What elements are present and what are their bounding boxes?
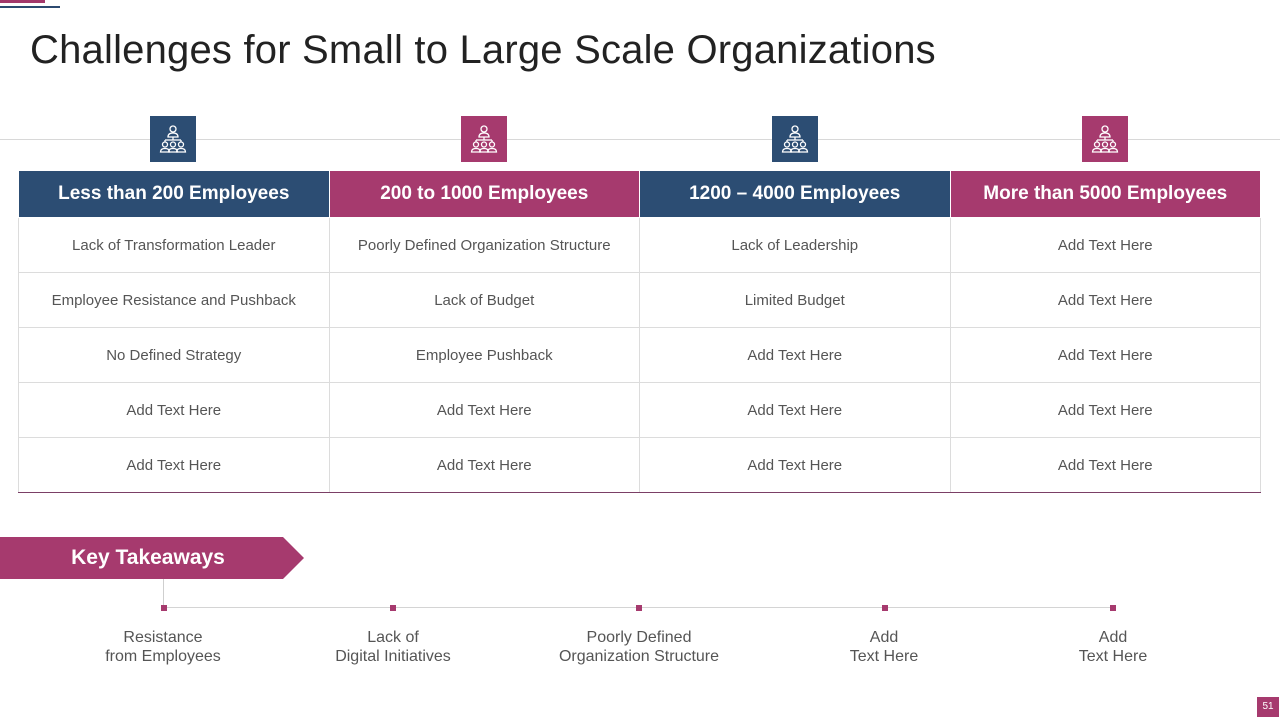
table-cell: No Defined Strategy [18,327,330,383]
banner-arrow-shape [0,537,304,579]
table-cell: Add Text Here [18,437,330,493]
timeline-dot [882,605,888,611]
table-cell: Add Text Here [949,327,1261,383]
takeaway-item: Resistance from Employees [63,628,263,666]
table-cell: Lack of Transformation Leader [18,217,330,273]
table-cell: Add Text Here [328,437,640,493]
takeaway-item: Lack of Digital Initiatives [293,628,493,666]
header-divider [0,139,1280,140]
timeline-dot [1110,605,1116,611]
column-header: 200 to 1000 Employees [328,170,640,218]
takeaway-line: Add [1098,629,1128,646]
table-cell: Add Text Here [949,437,1261,493]
timeline-connector [163,579,164,608]
table-cell: Lack of Leadership [639,217,951,273]
timeline-dot [161,605,167,611]
table-cell: Add Text Here [949,217,1261,273]
column-header: 1200 – 4000 Employees [639,170,951,218]
takeaway-line: Resistance [123,629,203,646]
takeaway-line: Lack of [367,629,419,646]
organization-people-icon [772,116,818,162]
timeline-dot [636,605,642,611]
takeaway-line: Add [869,629,899,646]
page-title: Challenges for Small to Large Scale Orga… [30,28,936,72]
table-cell: Employee Pushback [328,327,640,383]
takeaway-item: Add Text Here [1013,628,1213,666]
takeaway-line: from Employees [105,648,221,665]
organization-people-icon [1082,116,1128,162]
takeaway-line: Text Here [849,648,919,665]
timeline-dot [390,605,396,611]
table-cell: Add Text Here [639,382,951,438]
table-row: No Defined Strategy Employee Pushback Ad… [18,327,1261,383]
table-row: Lack of Transformation Leader Poorly Def… [18,217,1261,273]
takeaway-item: Add Text Here [784,628,984,666]
takeaway-line: Text Here [1078,648,1148,665]
table-row: Add Text Here Add Text Here Add Text Her… [18,382,1261,438]
key-takeaways-label: Key Takeaways [71,546,225,569]
corner-accent-line [0,6,60,8]
table-row: Add Text Here Add Text Here Add Text Her… [18,437,1261,493]
column-header: More than 5000 Employees [949,170,1261,218]
organization-people-icon [150,116,196,162]
corner-accent-line [0,0,45,3]
takeaway-line: Digital Initiatives [335,648,451,665]
table-cell: Limited Budget [639,272,951,328]
page-number-badge: 51 [1257,697,1279,717]
takeaway-line: Organization Structure [558,648,720,665]
table-row: Employee Resistance and Pushback Lack of… [18,272,1261,328]
takeaway-item: Poorly Defined Organization Structure [539,628,739,666]
takeaway-line: Poorly Defined [586,629,692,646]
organization-people-icon [461,116,507,162]
table-cell: Poorly Defined Organization Structure [328,217,640,273]
table-cell: Add Text Here [949,382,1261,438]
table-cell: Add Text Here [328,382,640,438]
table-cell: Add Text Here [18,382,330,438]
column-header: Less than 200 Employees [18,170,330,218]
table-cell: Employee Resistance and Pushback [18,272,330,328]
table-cell: Add Text Here [949,272,1261,328]
table-cell: Lack of Budget [328,272,640,328]
table-cell: Add Text Here [639,327,951,383]
challenges-table: Less than 200 Employees 200 to 1000 Empl… [18,170,1261,493]
key-takeaways-banner: Key Takeaways [0,537,304,579]
table-header-row: Less than 200 Employees 200 to 1000 Empl… [18,170,1261,218]
table-cell: Add Text Here [639,437,951,493]
